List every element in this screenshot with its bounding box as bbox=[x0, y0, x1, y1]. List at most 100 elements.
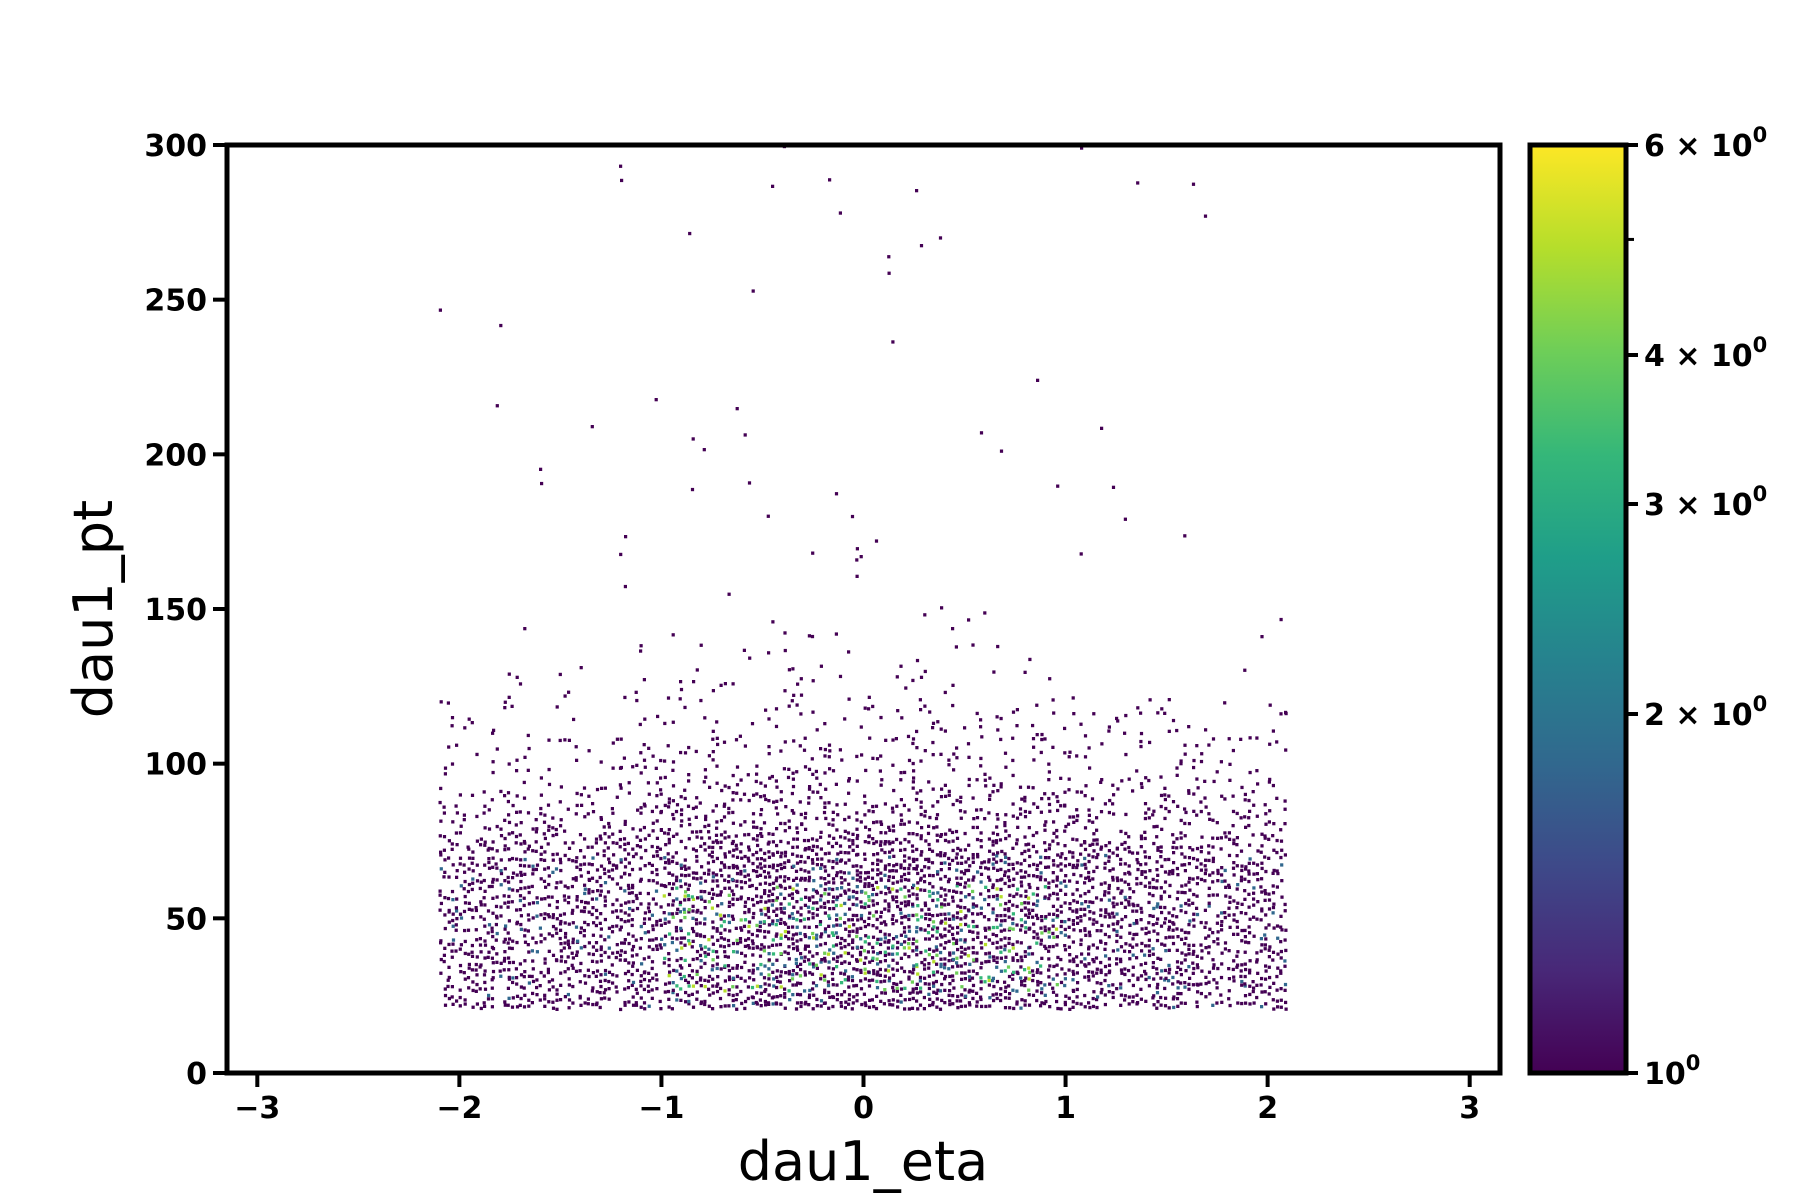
heatmap-cell bbox=[1067, 945, 1071, 949]
heatmap-cell bbox=[1080, 902, 1084, 906]
heatmap-cell bbox=[852, 995, 856, 999]
heatmap-cell bbox=[1179, 981, 1183, 985]
heatmap-cell bbox=[1139, 837, 1144, 841]
heatmap-cell bbox=[892, 989, 896, 993]
heatmap-cell bbox=[1180, 928, 1184, 932]
heatmap-cell bbox=[814, 984, 819, 988]
heatmap-cell bbox=[1047, 968, 1051, 972]
heatmap-cell bbox=[1255, 958, 1259, 962]
heatmap-cell bbox=[1283, 982, 1288, 987]
heatmap-cell bbox=[1051, 990, 1056, 994]
heatmap-cell bbox=[907, 866, 911, 871]
heatmap-cell bbox=[770, 922, 775, 926]
heatmap-cell bbox=[618, 953, 623, 957]
heatmap-cell bbox=[860, 889, 864, 894]
heatmap-cell bbox=[698, 921, 702, 925]
heatmap-cell bbox=[1260, 866, 1264, 871]
x-tick-label: 1 bbox=[1055, 1091, 1076, 1126]
heatmap-cell bbox=[1260, 976, 1264, 981]
heatmap-cell bbox=[635, 896, 639, 901]
heatmap-cell bbox=[1020, 924, 1024, 928]
heatmap-cell bbox=[943, 838, 948, 843]
heatmap-cell bbox=[1083, 862, 1087, 867]
heatmap-cell bbox=[734, 926, 738, 930]
heatmap-cell bbox=[1023, 795, 1027, 800]
heatmap-cell bbox=[711, 991, 715, 995]
heatmap-cell bbox=[623, 1003, 627, 1007]
heatmap-cell bbox=[971, 825, 975, 830]
heatmap-cell bbox=[1059, 862, 1063, 866]
heatmap-cell bbox=[567, 846, 572, 850]
heatmap-cell bbox=[879, 754, 883, 758]
heatmap-cell bbox=[980, 946, 984, 950]
heatmap-cell bbox=[535, 993, 539, 997]
heatmap-cell bbox=[1003, 980, 1007, 984]
heatmap-cell bbox=[1123, 967, 1127, 971]
heatmap-cell bbox=[1208, 927, 1212, 931]
heatmap-cell bbox=[1083, 928, 1087, 933]
heatmap-cell bbox=[972, 875, 976, 879]
heatmap-cell bbox=[671, 873, 675, 877]
heatmap-cell bbox=[611, 741, 615, 745]
heatmap-cell bbox=[1116, 920, 1120, 924]
heatmap-cell bbox=[967, 783, 971, 788]
heatmap-cell bbox=[751, 820, 756, 824]
heatmap-cell bbox=[872, 841, 876, 846]
heatmap-cell bbox=[458, 912, 463, 916]
heatmap-cell bbox=[634, 938, 638, 942]
heatmap-cell bbox=[439, 853, 443, 857]
heatmap-cell bbox=[672, 817, 676, 821]
heatmap-cell bbox=[823, 927, 828, 931]
heatmap-cell bbox=[850, 978, 855, 983]
heatmap-cell bbox=[1059, 855, 1063, 859]
heatmap-cell bbox=[583, 981, 588, 985]
heatmap-cell bbox=[1071, 909, 1075, 913]
heatmap-cell bbox=[1127, 1002, 1131, 1006]
heatmap-cell bbox=[503, 956, 507, 961]
heatmap-cell bbox=[1088, 843, 1092, 847]
heatmap-cell bbox=[900, 818, 904, 822]
heatmap-cell bbox=[566, 939, 570, 943]
heatmap-cell bbox=[678, 900, 683, 905]
heatmap-cell bbox=[630, 954, 634, 958]
heatmap-cell bbox=[1223, 915, 1227, 920]
heatmap-cell bbox=[1075, 888, 1079, 892]
heatmap-cell bbox=[1275, 924, 1280, 928]
heatmap-cell bbox=[931, 726, 935, 730]
heatmap-cell bbox=[1063, 920, 1067, 924]
heatmap-cell bbox=[883, 979, 887, 983]
heatmap-cell bbox=[954, 645, 958, 649]
heatmap-cell bbox=[971, 896, 975, 900]
heatmap-cell bbox=[1095, 816, 1099, 820]
heatmap-cell bbox=[483, 956, 487, 960]
heatmap-cell bbox=[996, 851, 1000, 855]
heatmap-cell bbox=[1027, 826, 1031, 830]
heatmap-cell bbox=[1144, 931, 1148, 936]
heatmap-cell bbox=[811, 867, 815, 871]
heatmap-cell bbox=[1268, 703, 1272, 707]
heatmap-cell bbox=[542, 974, 546, 978]
heatmap-cell bbox=[515, 769, 519, 773]
heatmap-cell bbox=[543, 1004, 547, 1008]
heatmap-cell bbox=[1276, 936, 1280, 940]
heatmap-cell bbox=[759, 895, 763, 899]
heatmap-cell bbox=[1275, 740, 1279, 744]
heatmap-cell bbox=[1003, 948, 1007, 952]
heatmap-cell bbox=[743, 854, 747, 859]
heatmap-cell bbox=[607, 955, 611, 959]
heatmap-cell bbox=[591, 933, 595, 937]
heatmap-cell bbox=[711, 926, 715, 930]
heatmap-cell bbox=[903, 859, 907, 863]
heatmap-cell bbox=[684, 890, 688, 894]
heatmap-cell bbox=[1151, 877, 1155, 882]
heatmap-cell bbox=[891, 881, 895, 885]
heatmap-cell bbox=[922, 1007, 926, 1011]
heatmap-cell bbox=[1139, 906, 1143, 911]
heatmap-cell bbox=[583, 1001, 587, 1005]
heatmap-cell bbox=[503, 848, 507, 852]
heatmap-cell bbox=[775, 975, 779, 979]
heatmap-cell bbox=[847, 897, 851, 901]
heatmap-cell bbox=[1035, 703, 1039, 707]
heatmap-cell bbox=[775, 932, 779, 936]
heatmap-cell bbox=[1119, 878, 1123, 882]
